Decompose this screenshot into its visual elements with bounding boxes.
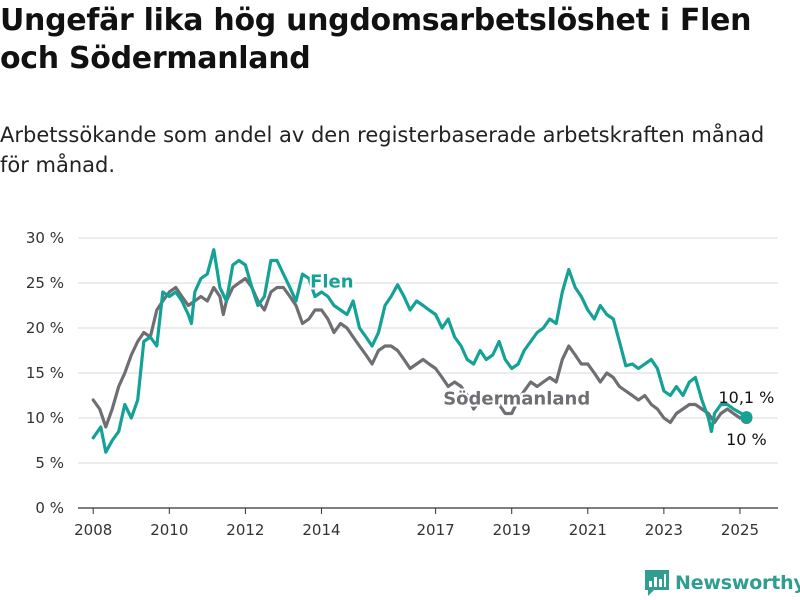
chart-subtitle: Arbetssökande som andel av den registerb… bbox=[0, 123, 765, 177]
y-tick-label: 0 % bbox=[35, 499, 64, 517]
x-tick-label: 2023 bbox=[645, 521, 683, 539]
y-tick-label: 20 % bbox=[26, 319, 64, 337]
series-line-flen bbox=[91, 248, 748, 454]
x-tick-label: 2025 bbox=[721, 521, 759, 539]
y-tick-label: 15 % bbox=[26, 364, 64, 382]
x-tick-label: 2021 bbox=[569, 521, 607, 539]
value-label-sodermanland: 10 % bbox=[726, 430, 767, 449]
x-tick-label: 2008 bbox=[74, 521, 112, 539]
end-point-flen bbox=[740, 411, 753, 424]
x-tick-label: 2019 bbox=[493, 521, 531, 539]
chart-title: Ungefär lika hög ungdomsarbetslöshet i F… bbox=[0, 3, 752, 76]
series-label-flen: Flen bbox=[310, 272, 354, 293]
y-tick-label: 25 % bbox=[26, 274, 64, 292]
gridlines bbox=[78, 237, 778, 509]
value-label-flen: 10,1 % bbox=[718, 388, 774, 407]
x-tick-label: 2012 bbox=[226, 521, 264, 539]
brand-name: Newsworthy bbox=[675, 572, 800, 594]
y-tick-label: 5 % bbox=[35, 454, 64, 472]
y-tick-label: 30 % bbox=[26, 229, 64, 247]
x-axis-ticks: 2008 2010 2012 2014 2017 2019 2021 2023 2025 bbox=[74, 508, 759, 539]
x-tick-label: 2017 bbox=[417, 521, 455, 539]
newsworthy-logo-icon bbox=[645, 570, 669, 596]
x-tick-label: 2014 bbox=[302, 521, 340, 539]
series-line-sodermanland bbox=[91, 276, 748, 429]
series-label-sodermanland: Södermanland bbox=[443, 389, 590, 410]
series-lines bbox=[91, 248, 753, 454]
annotations: Flen Södermanland 10,1 % 10 % bbox=[308, 270, 774, 450]
y-tick-label: 10 % bbox=[26, 409, 64, 427]
brand-logo: Newsworthy bbox=[645, 568, 800, 598]
y-axis-ticks: 0 % 5 % 10 % 15 % 20 % 25 % 30 % bbox=[26, 229, 64, 517]
x-tick-label: 2010 bbox=[150, 521, 188, 539]
